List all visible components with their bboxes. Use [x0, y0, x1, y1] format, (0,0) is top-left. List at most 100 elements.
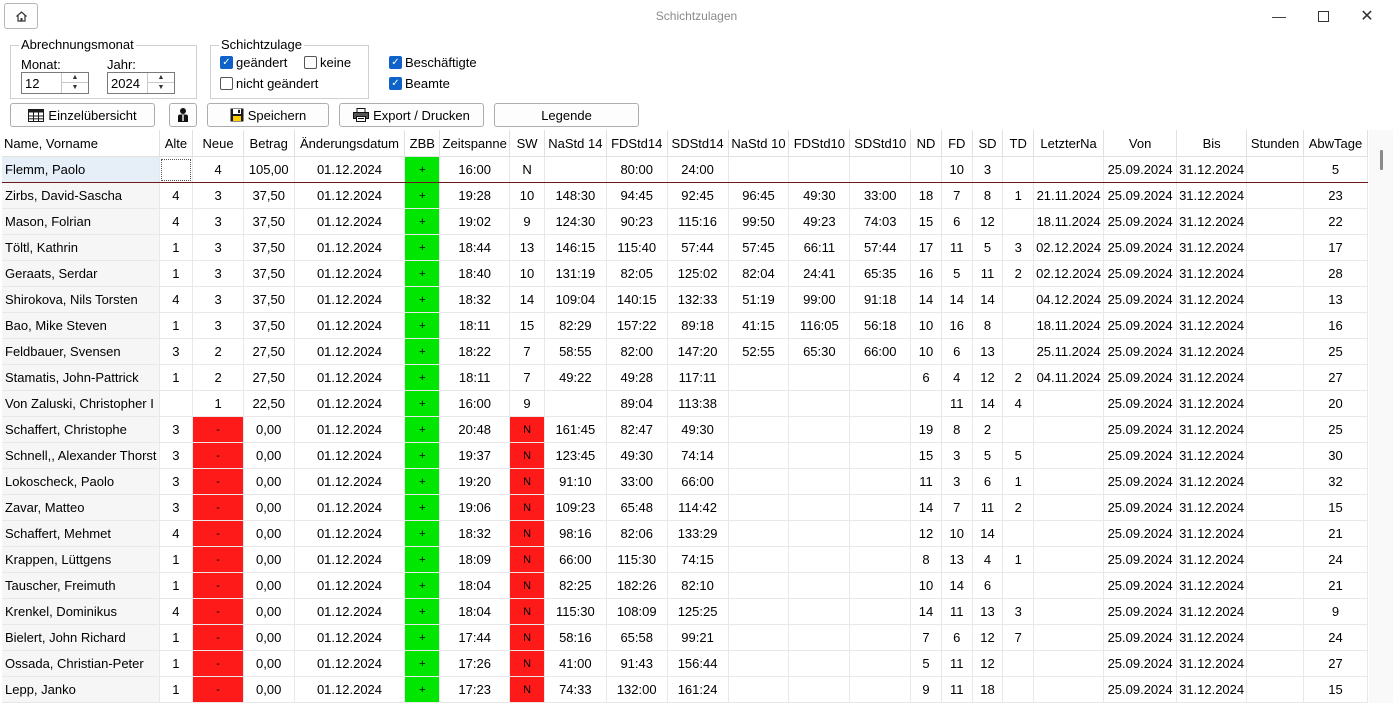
table-cell[interactable]: 14 [941, 286, 973, 313]
table-cell[interactable]: 90:23 [606, 208, 668, 235]
table-cell[interactable]: 9 [509, 208, 545, 235]
table-cell[interactable]: 41:15 [728, 312, 790, 339]
table-cell[interactable]: Schaffert, Mehmet [2, 520, 160, 547]
table-cell[interactable]: 16:00 [439, 156, 511, 183]
table-cell[interactable]: 11 [972, 260, 1004, 287]
table-cell[interactable]: 7 [941, 494, 973, 521]
table-cell[interactable]: 156:44 [667, 650, 729, 677]
table-cell[interactable]: 51:19 [728, 286, 790, 313]
table-row[interactable]: Mason, Folrian 4 3 37,50 01.12.2024 +19:02 9 12… [2, 208, 1368, 235]
table-cell[interactable]: 92:45 [667, 182, 729, 209]
table-cell[interactable]: - [192, 494, 244, 521]
table-cell[interactable]: 3 [192, 312, 244, 339]
table-cell[interactable]: 113:38 [667, 390, 729, 417]
table-cell[interactable]: 25.09.2024 [1103, 572, 1178, 599]
table-cell[interactable]: 14 [910, 598, 942, 625]
table-cell[interactable]: + [404, 312, 441, 339]
table-cell[interactable]: 31.12.2024 [1176, 156, 1248, 183]
table-cell[interactable]: 140:15 [606, 286, 668, 313]
table-cell[interactable]: 25.09.2024 [1103, 442, 1178, 469]
table-cell[interactable]: 15 [910, 208, 942, 235]
table-cell[interactable]: 01.12.2024 [294, 208, 406, 235]
table-cell[interactable] [1246, 676, 1305, 703]
table-cell[interactable]: 16:00 [439, 390, 511, 417]
table-cell[interactable]: N [509, 156, 545, 183]
table-cell[interactable]: + [404, 676, 441, 703]
table-cell[interactable]: 22,50 [243, 390, 295, 417]
table-cell[interactable]: 146:15 [544, 234, 607, 261]
table-cell[interactable] [1033, 442, 1105, 469]
table-cell[interactable]: 01.12.2024 [294, 650, 406, 677]
table-cell[interactable]: 0,00 [243, 546, 295, 573]
table-cell[interactable]: 123:45 [544, 442, 607, 469]
table-cell[interactable] [1246, 182, 1305, 209]
table-row[interactable]: Bao, Mike Steven 1 3 37,50 01.12.2024 +18:11 1… [2, 312, 1368, 339]
table-cell[interactable] [849, 546, 912, 573]
table-cell[interactable]: 31.12.2024 [1176, 468, 1248, 495]
table-cell[interactable]: 21 [1303, 520, 1368, 547]
beamte-checkbox[interactable]: ✓ Beamte [389, 76, 450, 91]
table-cell[interactable] [1246, 156, 1305, 183]
table-cell[interactable]: 25.09.2024 [1103, 260, 1178, 287]
table-cell[interactable]: 8 [972, 182, 1004, 209]
table-cell[interactable]: 21 [1303, 572, 1368, 599]
column-header[interactable]: FDStd14 [606, 130, 668, 157]
table-cell[interactable] [1246, 260, 1305, 287]
table-cell[interactable]: 3 [192, 234, 244, 261]
home-button[interactable] [4, 3, 38, 29]
table-cell[interactable]: 13 [972, 598, 1004, 625]
table-cell[interactable]: 9 [509, 390, 545, 417]
table-cell[interactable]: 114:42 [667, 494, 729, 521]
table-cell[interactable]: 02.12.2024 [1033, 234, 1105, 261]
table-cell[interactable]: - [192, 572, 244, 599]
table-cell[interactable]: 1 [159, 676, 194, 703]
table-cell[interactable]: 7 [910, 624, 942, 651]
table-cell[interactable]: Zirbs, David-Sascha [2, 182, 160, 209]
table-cell[interactable]: + [404, 572, 441, 599]
table-cell[interactable]: 132:33 [667, 286, 729, 313]
table-cell[interactable]: 1 [159, 312, 194, 339]
table-cell[interactable]: 27 [1303, 650, 1368, 677]
table-cell[interactable]: 82:04 [728, 260, 790, 287]
table-cell[interactable]: 25.09.2024 [1103, 182, 1178, 209]
table-cell[interactable]: 18.11.2024 [1033, 208, 1105, 235]
table-cell[interactable]: 18:11 [439, 312, 511, 339]
jahr-spinner[interactable]: 2024 ▲ ▼ [107, 72, 175, 94]
table-cell[interactable]: 11 [941, 390, 973, 417]
table-cell[interactable] [728, 676, 790, 703]
table-cell[interactable] [849, 442, 912, 469]
table-cell[interactable] [728, 390, 790, 417]
table-cell[interactable]: 74:15 [667, 546, 729, 573]
table-cell[interactable]: 66:00 [849, 338, 912, 365]
table-cell[interactable] [544, 390, 607, 417]
monat-spinner[interactable]: 12 ▲ ▼ [21, 72, 89, 94]
table-cell[interactable]: 6 [910, 364, 942, 391]
table-cell[interactable]: + [404, 364, 441, 391]
table-cell[interactable]: 01.12.2024 [294, 468, 406, 495]
table-cell[interactable]: - [192, 468, 244, 495]
table-cell[interactable]: 17:23 [439, 676, 511, 703]
table-cell[interactable]: 116:05 [788, 312, 851, 339]
table-cell[interactable] [1246, 546, 1305, 573]
table-cell[interactable] [728, 650, 790, 677]
table-cell[interactable] [1002, 676, 1035, 703]
table-cell[interactable]: 3 [159, 442, 194, 469]
table-cell[interactable]: 01.12.2024 [294, 494, 406, 521]
table-cell[interactable] [1033, 390, 1105, 417]
table-cell[interactable]: 49:30 [667, 416, 729, 443]
table-cell[interactable]: 147:20 [667, 338, 729, 365]
table-cell[interactable]: 18:32 [439, 520, 511, 547]
table-cell[interactable]: 01.12.2024 [294, 598, 406, 625]
table-cell[interactable]: 66:11 [788, 234, 851, 261]
table-cell[interactable] [849, 598, 912, 625]
table-cell[interactable]: 11 [972, 494, 1004, 521]
table-row[interactable]: Lepp, Janko 1-0,00 01.12.2024 +17:23 N 74:33 1… [2, 676, 1368, 703]
table-cell[interactable]: + [404, 156, 441, 183]
table-cell[interactable]: 1 [159, 650, 194, 677]
table-cell[interactable]: + [404, 260, 441, 287]
table-cell[interactable]: 16 [941, 312, 973, 339]
table-cell[interactable]: 49:22 [544, 364, 607, 391]
table-row[interactable]: Schaffert, Christophe 3-0,00 01.12.2024 +20… [2, 416, 1368, 443]
table-cell[interactable]: 15 [1303, 676, 1368, 703]
table-cell[interactable]: 3 [192, 286, 244, 313]
